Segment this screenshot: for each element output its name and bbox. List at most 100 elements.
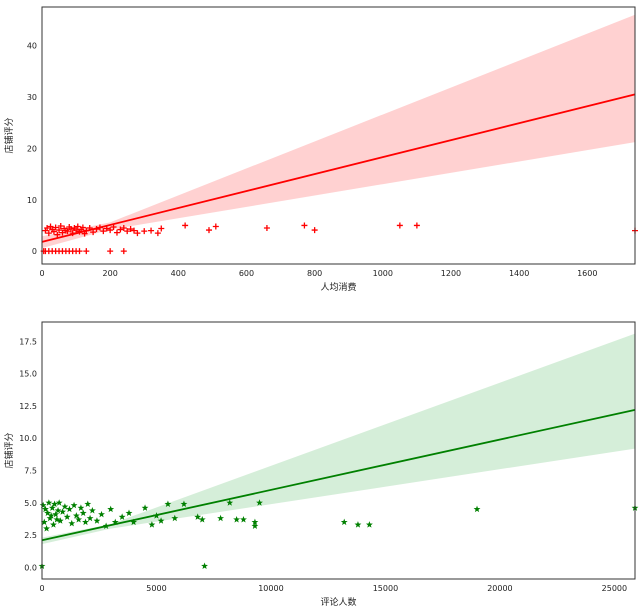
- y-tick-label: 10.0: [19, 434, 37, 443]
- data-point: [74, 223, 81, 230]
- data-point: [256, 499, 263, 506]
- data-point: [57, 222, 64, 229]
- data-point: [84, 500, 92, 508]
- data-point: [82, 518, 89, 526]
- data-point: [263, 225, 270, 232]
- data-point: [340, 518, 348, 526]
- data-point: [134, 230, 141, 237]
- data-point: [75, 515, 83, 523]
- data-point: [44, 225, 51, 232]
- scatter-points: [40, 222, 638, 255]
- x-tick-label: 800: [307, 269, 322, 278]
- data-point: [48, 504, 56, 511]
- data-point: [67, 226, 74, 233]
- x-tick-label: 10000: [258, 584, 283, 593]
- data-point: [127, 226, 134, 233]
- data-point: [50, 228, 57, 235]
- data-point: [413, 222, 420, 229]
- data-point: [113, 229, 120, 236]
- y-tick-label: 0: [32, 247, 37, 256]
- plot-frame: [41, 6, 636, 265]
- data-point: [107, 248, 114, 255]
- data-point: [79, 509, 87, 517]
- data-point: [107, 505, 115, 513]
- data-point: [100, 228, 107, 235]
- data-point: [64, 228, 71, 235]
- data-point: [233, 515, 241, 523]
- data-point: [52, 224, 59, 231]
- data-point: [63, 513, 71, 520]
- data-point: [365, 521, 373, 528]
- data-point: [70, 501, 78, 509]
- data-point: [212, 223, 219, 230]
- data-point: [77, 504, 85, 511]
- data-point: [182, 222, 189, 229]
- y-tick-label: 10: [27, 196, 37, 205]
- data-point: [86, 514, 94, 522]
- x-tick-label: 1600: [577, 269, 597, 278]
- data-point: [50, 521, 57, 528]
- data-point: [124, 228, 131, 235]
- data-point: [68, 519, 76, 527]
- data-point: [120, 225, 127, 232]
- data-point: [45, 499, 53, 506]
- data-point: [251, 522, 259, 529]
- data-point: [148, 521, 156, 528]
- data-point: [301, 222, 308, 229]
- x-tick-label: 5000: [146, 584, 166, 593]
- y-tick-labels: 0.0 2.5 5.0 7.5 10.0 12.5 15.0 17.5: [19, 337, 37, 572]
- x-axis-label: 人均消费: [320, 281, 356, 293]
- chart-consumption-vs-rating: 0 200 400 600 800 1000 1200 1400 1600 010203040 …: [3, 6, 638, 293]
- data-point: [194, 513, 202, 520]
- y-tick-label: 40: [27, 42, 37, 51]
- data-point: [354, 521, 362, 528]
- data-point: [396, 222, 403, 229]
- confidence-band: [42, 333, 635, 545]
- confidence-band-area: [42, 333, 635, 545]
- confidence-band: [42, 14, 635, 249]
- data-point: [311, 227, 318, 234]
- data-point: [205, 227, 212, 234]
- y-tick-label: 15.0: [19, 370, 37, 379]
- data-point: [56, 517, 64, 524]
- data-point: [56, 227, 63, 234]
- data-point: [171, 514, 179, 522]
- data-point: [111, 518, 119, 526]
- data-point: [125, 509, 133, 517]
- x-tick-label: 15000: [373, 584, 398, 593]
- scatter-points: [38, 499, 639, 569]
- x-tick-labels: 0 5000 10000 15000 20000 25000: [39, 584, 627, 593]
- data-point: [164, 500, 172, 508]
- y-tick-label: 5.0: [24, 499, 37, 508]
- x-tick-label: 0: [39, 584, 44, 593]
- data-point: [117, 226, 124, 233]
- data-point: [59, 508, 67, 515]
- data-point: [240, 515, 247, 523]
- y-tick-label: 2.5: [24, 531, 37, 540]
- y-axis-label: 店铺评分: [3, 117, 15, 153]
- x-tick-label: 1200: [441, 269, 461, 278]
- data-point: [154, 230, 161, 237]
- x-tick-label: 200: [103, 269, 118, 278]
- plot-frame: [41, 321, 636, 580]
- regression-line-path: [41, 408, 636, 542]
- data-point: [42, 505, 49, 513]
- data-point: [118, 513, 126, 520]
- data-point: [251, 518, 259, 526]
- data-point: [73, 227, 80, 234]
- data-point: [44, 509, 52, 517]
- chart-reviews-vs-rating: 0 5000 10000 15000 20000 25000 0.0 2.5 5.0 7.5 10…: [3, 321, 639, 608]
- confidence-band-area: [42, 14, 635, 249]
- x-tick-label: 25000: [602, 584, 627, 593]
- data-point: [93, 517, 101, 524]
- data-point: [72, 512, 80, 519]
- data-point: [198, 515, 206, 523]
- x-tick-label: 0: [39, 269, 44, 278]
- data-point: [217, 514, 225, 522]
- data-point: [98, 510, 105, 518]
- regression-line-path: [41, 93, 636, 243]
- data-point: [59, 229, 66, 236]
- y-tick-label: 20: [27, 144, 37, 153]
- data-point: [54, 506, 62, 514]
